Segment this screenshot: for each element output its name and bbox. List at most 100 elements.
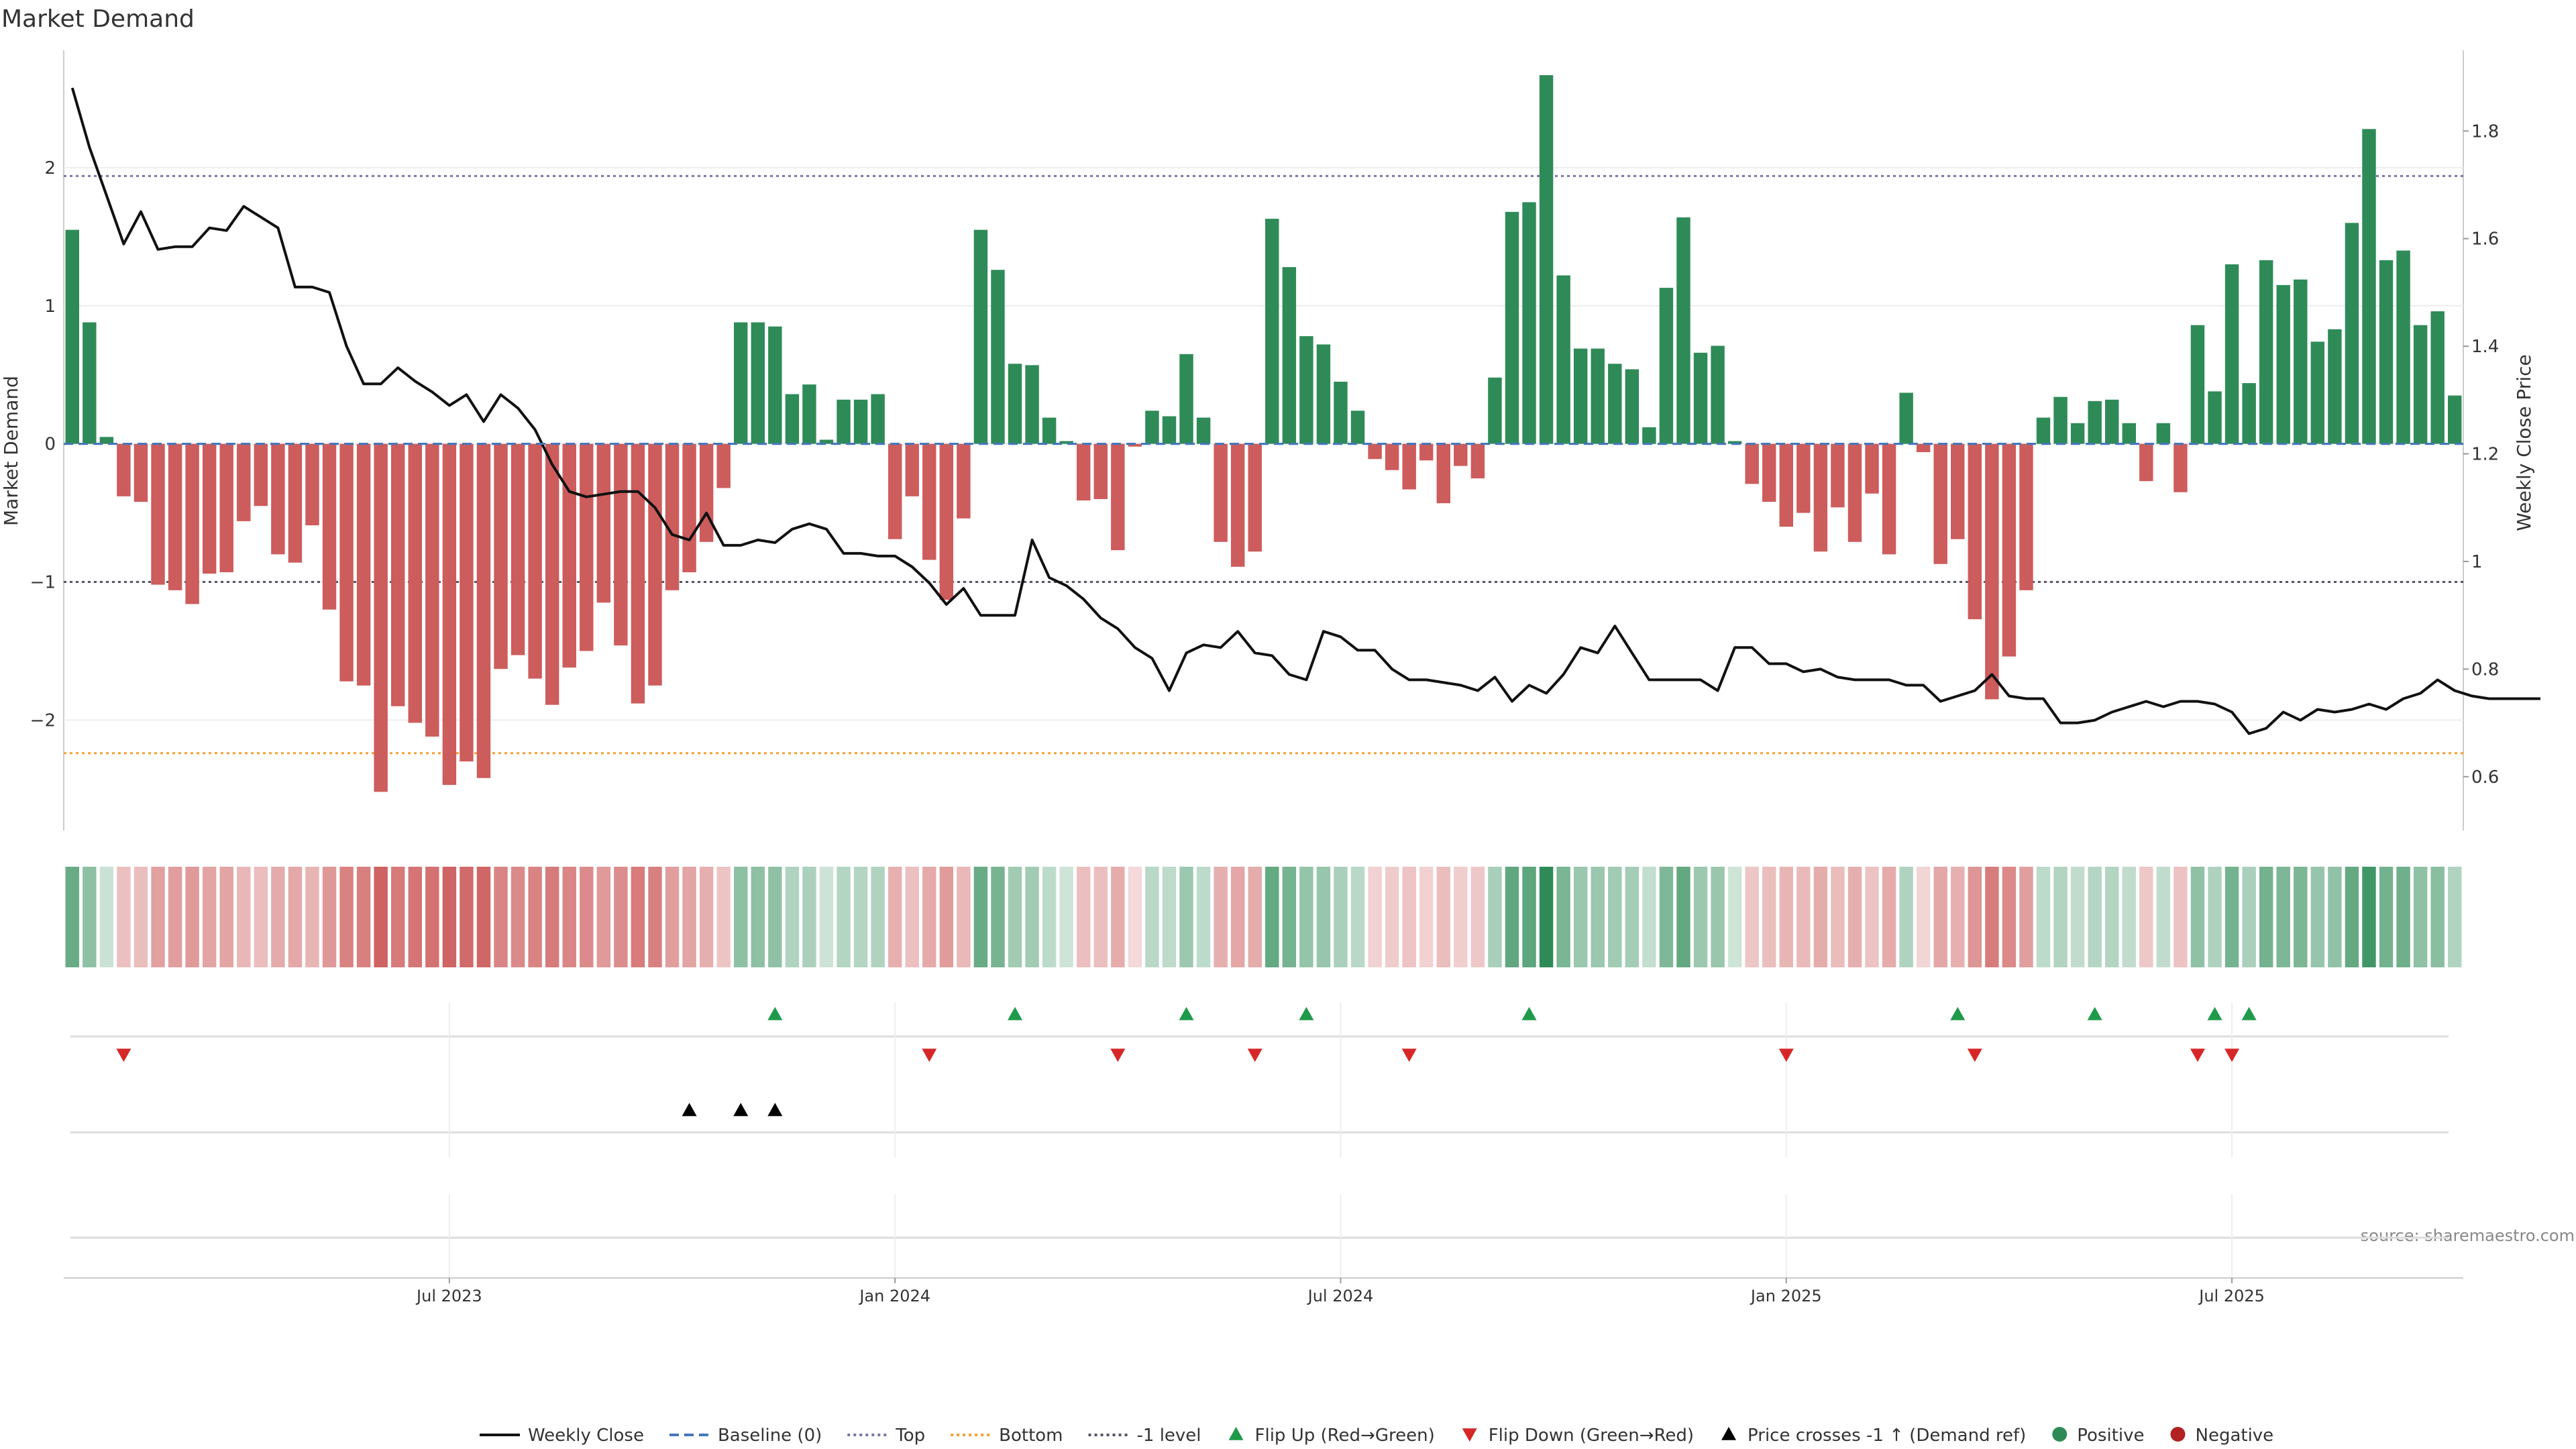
heat-cell xyxy=(1916,867,1931,967)
demand-bar xyxy=(1316,344,1331,444)
demand-bar xyxy=(2122,423,2136,444)
heat-cell xyxy=(768,867,782,967)
heat-cell xyxy=(853,867,868,967)
demand-bar xyxy=(2430,311,2445,444)
heat-cell xyxy=(2328,867,2342,967)
demand-bar xyxy=(2345,223,2359,444)
x-tick-label: Jan 2024 xyxy=(858,1287,930,1305)
demand-bar xyxy=(1813,443,1828,552)
flip-up-marker xyxy=(1950,1007,1966,1020)
heat-cell xyxy=(2259,867,2273,967)
heat-cell xyxy=(305,867,319,967)
demand-bar xyxy=(1556,275,1570,444)
heat-cell xyxy=(425,867,439,967)
heat-cell xyxy=(1334,867,1348,967)
right-tick-label: 1.2 xyxy=(2471,445,2499,465)
demand-bar xyxy=(699,443,714,542)
heat-cell xyxy=(2156,867,2171,967)
flip-up-marker xyxy=(1008,1007,1023,1020)
demand-bar xyxy=(2259,260,2273,444)
demand-bar xyxy=(871,394,885,444)
heat-cell xyxy=(2396,867,2410,967)
demand-bar xyxy=(1008,364,1022,444)
heat-cell xyxy=(528,867,542,967)
heat-cell xyxy=(2070,867,2085,967)
demand-bar xyxy=(1659,288,1674,444)
heat-cell xyxy=(1454,867,1468,967)
heat-cell xyxy=(648,867,662,967)
demand-bar xyxy=(99,437,114,444)
demand-bar xyxy=(2224,264,2239,444)
demand-bar xyxy=(1968,443,1982,620)
heat-cell xyxy=(1196,867,1211,967)
demand-bar xyxy=(819,439,834,444)
demand-bar xyxy=(1831,443,1845,508)
demand-bar xyxy=(356,443,371,686)
heat-cell xyxy=(1882,867,1896,967)
heat-cell xyxy=(2190,867,2205,967)
demand-bar xyxy=(1077,443,1091,501)
demand-bar xyxy=(1899,392,1913,444)
legend-item: -1 level xyxy=(1088,1426,1201,1446)
demand-bar xyxy=(2070,423,2085,444)
demand-bar xyxy=(1573,348,1588,444)
heat-cell xyxy=(1282,867,1297,967)
legend-item: Negative xyxy=(2170,1426,2273,1446)
demand-bar xyxy=(2105,399,2119,444)
demand-bar xyxy=(1368,443,1382,460)
demand-bar xyxy=(1282,267,1297,444)
heat-cell xyxy=(1265,867,1279,967)
demand-bar xyxy=(1985,443,1999,700)
heat-cell xyxy=(1711,867,1725,967)
demand-bar xyxy=(1539,75,1554,444)
demand-bar xyxy=(511,443,525,655)
demand-bar xyxy=(305,443,319,526)
demand-bars xyxy=(65,75,2462,792)
demand-bar xyxy=(1745,443,1759,484)
left-tick-label: 2 xyxy=(44,158,56,178)
demand-bar xyxy=(973,229,988,444)
flip-down-marker xyxy=(1778,1049,1794,1062)
legend-item: Baseline (0) xyxy=(669,1426,822,1446)
demand-bar xyxy=(2379,260,2394,444)
demand-bar xyxy=(2396,250,2410,444)
heat-cell xyxy=(1368,867,1382,967)
heat-cell xyxy=(614,867,628,967)
demand-bar xyxy=(1625,369,1640,444)
price-line-layer xyxy=(70,87,2540,735)
heat-cell xyxy=(2139,867,2153,967)
demand-bar xyxy=(768,326,782,444)
heat-cell xyxy=(2294,867,2308,967)
demand-bar xyxy=(1059,441,1073,444)
heat-cell xyxy=(1573,867,1588,967)
heat-cell xyxy=(1933,867,1947,967)
legend-swatch-triangle-up xyxy=(1721,1427,1737,1440)
heat-cell xyxy=(99,867,114,967)
right-tick-label: 0.6 xyxy=(2471,767,2499,788)
legend-swatch-triangle-down xyxy=(1462,1428,1477,1442)
heat-cell xyxy=(973,867,988,967)
demand-bar xyxy=(1436,443,1450,504)
heat-cell xyxy=(1522,867,1536,967)
heat-cell xyxy=(1111,867,1125,967)
demand-bar xyxy=(1762,443,1776,502)
right-tick-label: 0.8 xyxy=(2471,659,2499,680)
heat-cell xyxy=(151,867,165,967)
source-note: source: sharemaestro.com xyxy=(2361,1226,2575,1245)
x-tick-label: Jul 2023 xyxy=(415,1287,482,1305)
heat-cell xyxy=(2174,867,2188,967)
heat-cell xyxy=(1145,867,1159,967)
demand-bar xyxy=(614,443,628,646)
demand-bar xyxy=(1350,411,1365,444)
heat-cell xyxy=(271,867,285,967)
heat-cell xyxy=(1796,867,1811,967)
heat-cell xyxy=(1951,867,1965,967)
heat-cell xyxy=(1230,867,1245,967)
demand-bar xyxy=(2413,325,2428,444)
flip-down-marker xyxy=(1110,1049,1126,1062)
flip-up-marker xyxy=(2207,1007,2222,1020)
demand-bar xyxy=(2036,417,2051,444)
price-cross-marker xyxy=(733,1103,749,1116)
demand-bar xyxy=(339,443,354,682)
heat-cell xyxy=(1299,867,1313,967)
